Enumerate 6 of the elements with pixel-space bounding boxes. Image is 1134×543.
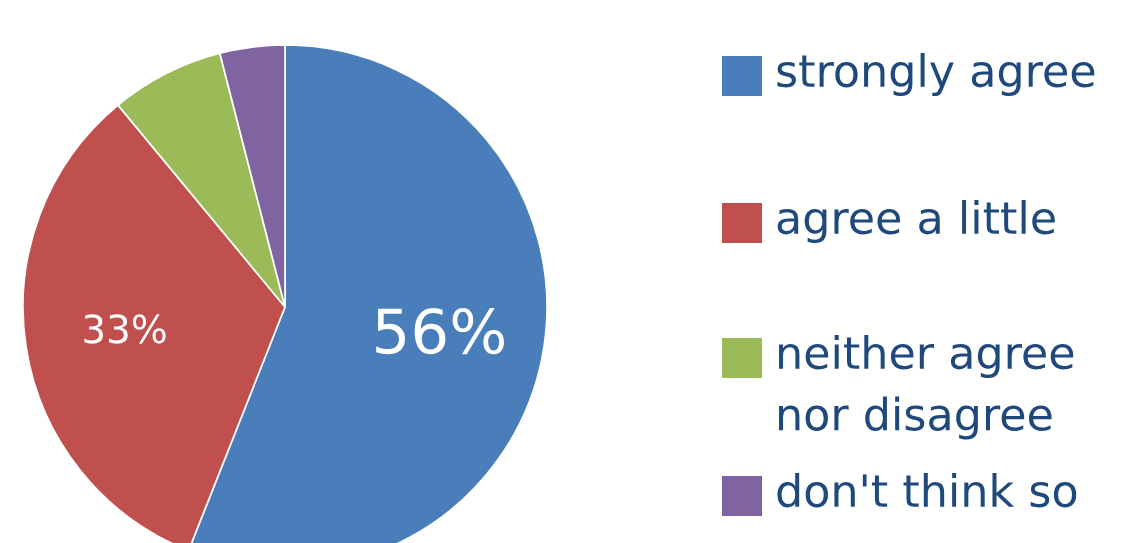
data-label: 56%	[376, 307, 504, 355]
data-label: 33%	[84, 314, 166, 344]
legend-label: don't think so	[777, 473, 1077, 508]
legend-label: strongly agree	[777, 53, 1095, 97]
legend-label: agree a little	[777, 200, 1055, 244]
legend-label: neither agree nor disagree	[779, 335, 1074, 440]
